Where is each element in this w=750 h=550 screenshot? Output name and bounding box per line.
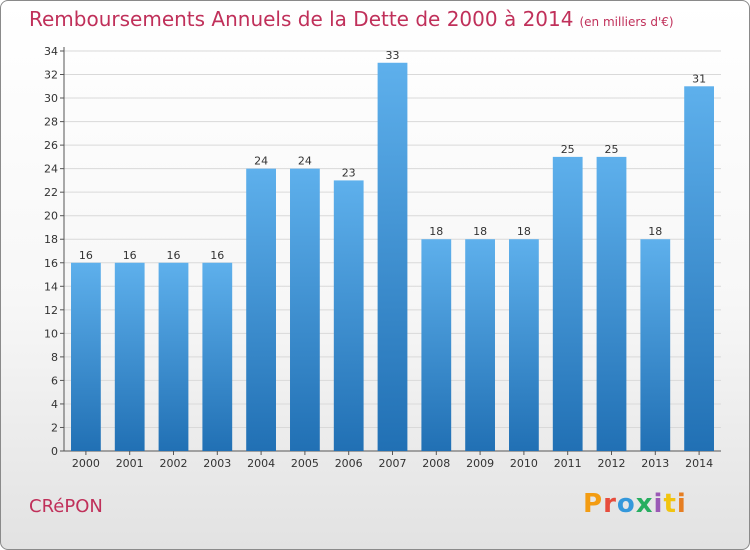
bar	[465, 239, 495, 451]
bars	[71, 62, 714, 452]
bar-value-label: 18	[429, 225, 443, 238]
bar	[246, 168, 276, 451]
y-tick-label: 20	[44, 210, 58, 223]
x-tick-label: 2000	[72, 457, 100, 470]
x-tick-label: 2005	[291, 457, 319, 470]
bar	[684, 86, 714, 451]
y-tick-label: 14	[44, 280, 58, 293]
title-text: Remboursements Annuels de la Dette de 20…	[29, 7, 574, 31]
bar-value-label: 16	[167, 249, 181, 262]
y-tick-label: 16	[44, 257, 58, 270]
brand-letter: r	[603, 489, 617, 519]
x-tick-label: 2012	[598, 457, 626, 470]
data-labels: 16 16 16 16 24 24 23 33 18 18 18 25 25 18 31	[79, 49, 706, 262]
x-tick-label: 2002	[160, 457, 188, 470]
bar	[202, 262, 233, 451]
bar-value-label: 16	[79, 249, 93, 262]
bar-value-label: 16	[123, 249, 137, 262]
x-tick-label: 2001	[116, 457, 144, 470]
y-tick-label: 8	[51, 351, 58, 364]
x-tick-labels: 2000 2001 2002 2003 2004 2005 2006 2007 2008 2009…	[72, 457, 713, 470]
y-tick-label: 18	[44, 233, 58, 246]
bar	[158, 262, 189, 451]
brand-letter: i	[676, 489, 687, 519]
bar	[640, 239, 671, 451]
x-tick-label: 2009	[466, 457, 494, 470]
x-tick-label: 2011	[554, 457, 582, 470]
bar	[421, 239, 452, 451]
bar	[290, 168, 320, 451]
x-tick-label: 2010	[510, 457, 538, 470]
x-tick-label: 2003	[203, 457, 231, 470]
y-tick-label: 4	[51, 398, 58, 411]
bar	[596, 156, 627, 451]
commune-name: CRéPON	[29, 496, 103, 517]
brand-letter: P	[583, 489, 604, 519]
brand-letter: t	[663, 489, 677, 519]
y-tick-label: 24	[44, 163, 58, 176]
bar-value-label: 24	[298, 155, 312, 168]
brand-text: Proxiti	[583, 489, 687, 519]
y-tick-label: 34	[44, 45, 58, 58]
chart-title: Remboursements Annuels de la Dette de 20…	[29, 7, 674, 31]
x-tick-label: 2006	[335, 457, 363, 470]
y-tick-label: 22	[44, 186, 58, 199]
x-tick-label: 2013	[641, 457, 669, 470]
brand-letter: x	[635, 489, 654, 519]
bar	[71, 262, 101, 451]
y-tick-label: 30	[44, 92, 58, 105]
bar-value-label: 25	[605, 143, 619, 156]
bar-value-label: 18	[517, 225, 531, 238]
title-unit: (en milliers d'€)	[579, 15, 674, 29]
bar-value-label: 18	[648, 225, 662, 238]
brand-logo: Proxiti	[583, 489, 687, 519]
bar-value-label: 24	[254, 155, 268, 168]
brand-letter: o	[616, 489, 636, 519]
bar	[509, 239, 539, 451]
bar-value-label: 31	[692, 72, 706, 85]
bar-value-label: 18	[473, 225, 487, 238]
y-tick-label: 0	[51, 445, 58, 458]
brand-letter: i	[653, 489, 664, 519]
y-tick-label: 26	[44, 139, 58, 152]
x-tick-label: 2014	[685, 457, 713, 470]
y-tick-label: 2	[51, 421, 58, 434]
x-tick-label: 2007	[379, 457, 407, 470]
x-tick-label: 2004	[247, 457, 275, 470]
y-tick-label: 12	[44, 304, 58, 317]
bar	[333, 180, 364, 452]
bar	[114, 262, 145, 451]
y-tick-label: 10	[44, 327, 58, 340]
y-tick-label: 28	[44, 116, 58, 129]
bar-value-label: 23	[342, 166, 356, 179]
x-tick-label: 2008	[422, 457, 450, 470]
bar	[377, 62, 408, 451]
bar-value-label: 25	[561, 143, 575, 156]
bar-value-label: 16	[210, 249, 224, 262]
bar	[552, 156, 583, 451]
bar-value-label: 33	[386, 49, 400, 62]
y-tick-label: 6	[51, 374, 58, 387]
y-tick-label: 32	[44, 69, 58, 82]
